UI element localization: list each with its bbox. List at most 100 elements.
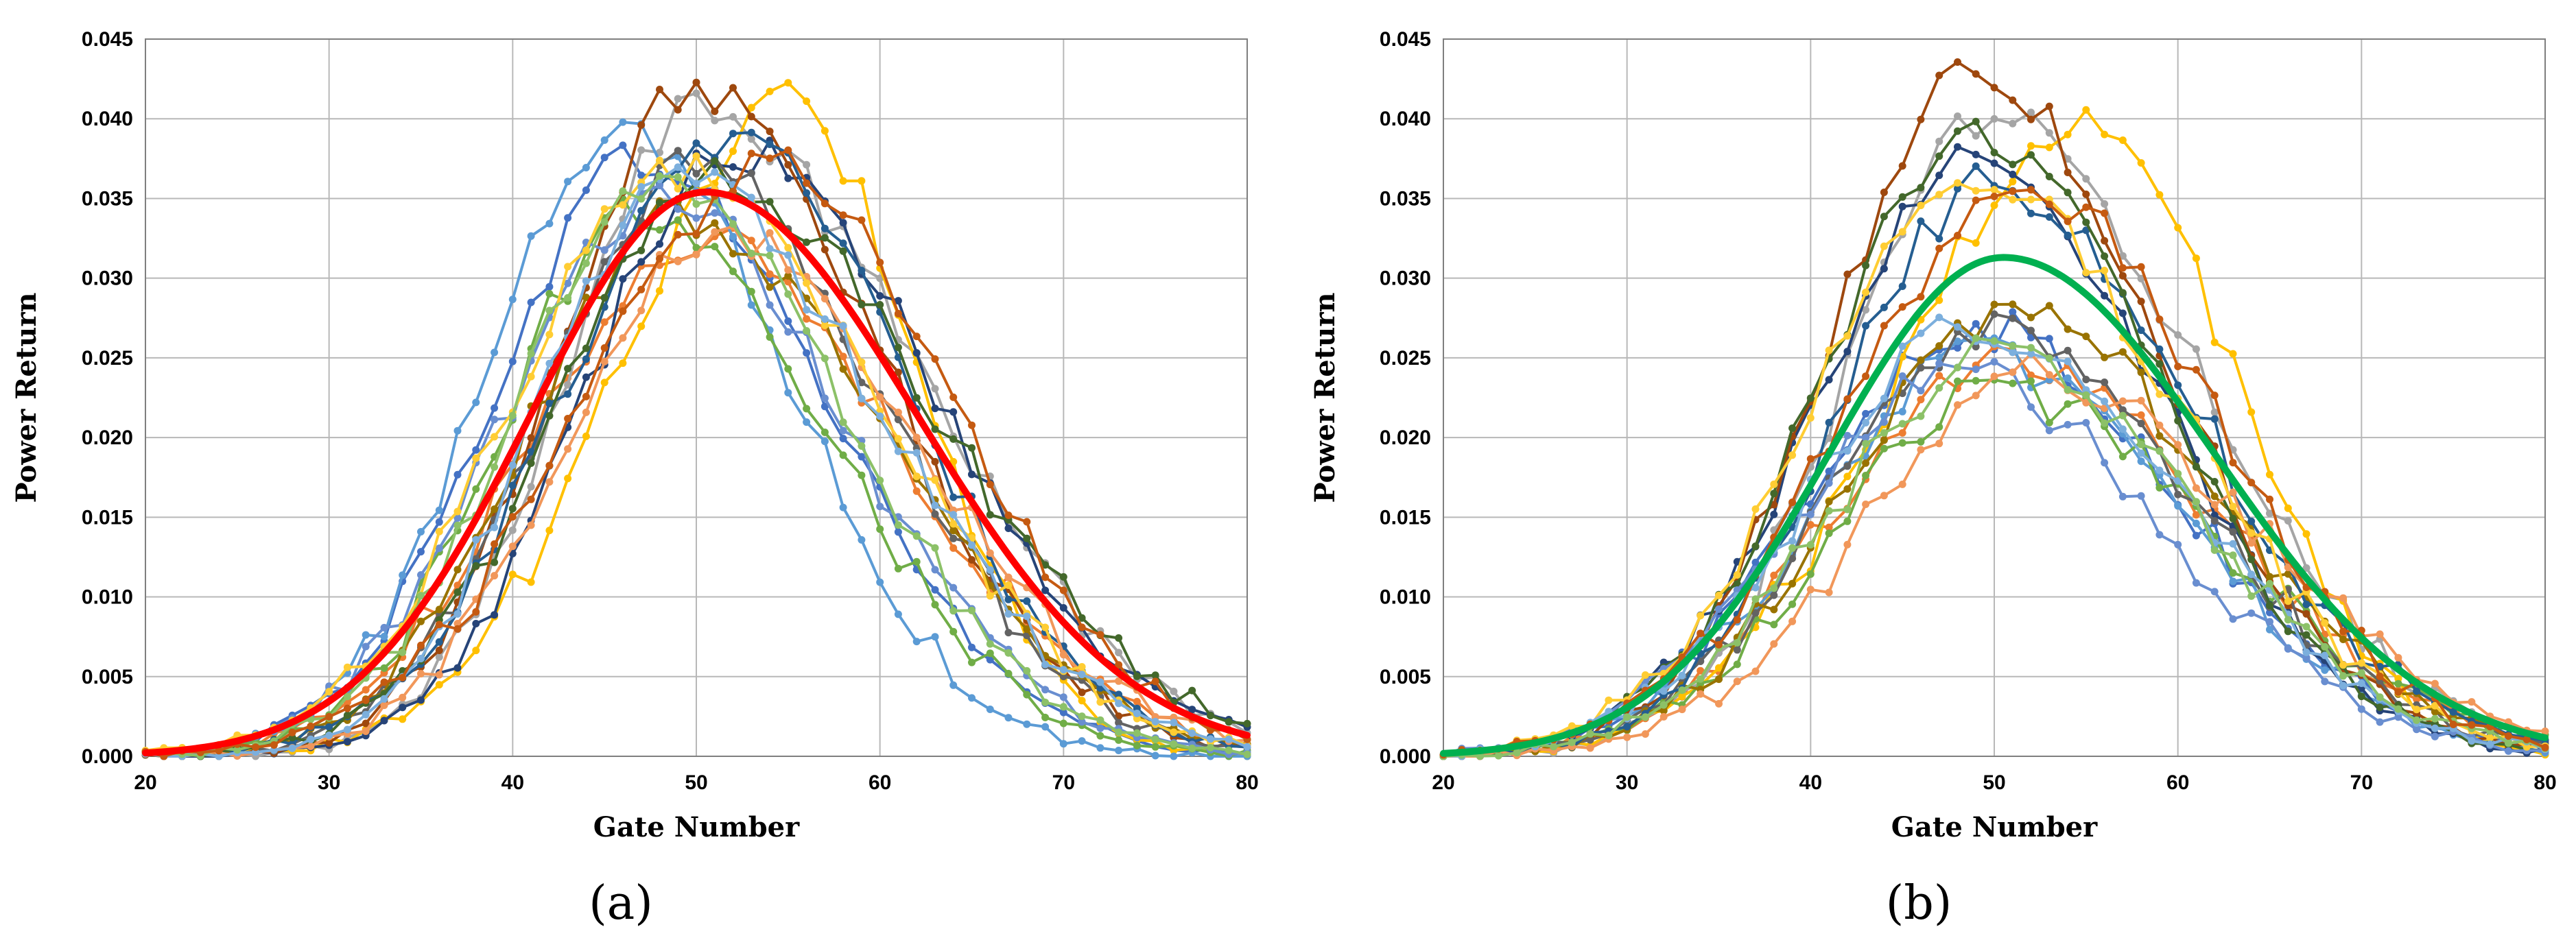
data-point [619,275,627,283]
data-point [2486,734,2494,742]
data-point [692,139,700,147]
data-point [435,518,443,526]
data-point [2174,490,2182,498]
data-point [2155,360,2164,368]
data-point [380,678,388,686]
data-point [2468,698,2476,706]
data-point [2431,701,2439,710]
data-point [839,426,847,435]
data-point [545,282,554,291]
data-point [820,245,829,254]
data-point [858,442,866,450]
y-tick-label: 0.005 [1380,666,1431,688]
data-point [2229,488,2237,496]
data-point [508,513,517,521]
data-point [1935,152,1943,160]
data-point [1843,332,1852,340]
data-point [1898,480,1906,488]
data-point [2357,659,2365,667]
data-point [784,174,792,182]
data-point [362,719,370,727]
data-point [1586,736,1594,744]
data-point [858,358,866,366]
data-point [564,293,572,302]
data-point [1972,343,1980,351]
data-point [2174,363,2182,370]
data-point [215,747,223,755]
data-point [2229,551,2237,560]
data-point [692,152,700,160]
data-point [820,224,829,232]
data-point [1972,239,1980,247]
data-point [803,418,811,426]
data-point [1041,561,1050,569]
data-point [2266,601,2273,610]
data-point [1954,58,1961,66]
data-point [1023,690,1031,699]
data-point [2284,597,2292,605]
data-point [472,608,480,616]
data-point [968,556,976,564]
y-tick-label: 0.040 [1380,108,1431,130]
data-point [2431,680,2439,688]
data-point [1825,523,1833,531]
data-point [1170,740,1178,748]
data-point [2174,470,2182,478]
data-point [839,503,847,512]
data-point [233,746,241,754]
data-point [2376,672,2384,680]
data-point [729,130,737,138]
data-point [2174,417,2182,425]
data-point [1243,719,1251,727]
data-point [2339,594,2348,602]
y-tick-label: 0.010 [82,586,133,609]
data-point [2027,186,2035,194]
data-point [1972,150,1980,158]
data-point [2229,577,2237,586]
data-point [2045,143,2053,152]
data-point [894,416,902,424]
data-point [1568,722,1576,730]
data-point [1825,479,1833,488]
data-point [949,534,958,542]
data-point [1898,303,1906,311]
data-point [2431,708,2439,716]
data-point [2192,365,2200,374]
data-point [729,250,737,258]
x-axis-label: Gate Number [1891,811,2098,843]
data-point [2118,309,2127,317]
y-tick-label: 0.000 [82,745,133,768]
data-point [2064,386,2072,394]
data-point [766,252,774,260]
data-point [417,655,425,662]
data-point [1935,191,1943,199]
data-point [2505,739,2512,747]
data-point [1623,713,1631,721]
data-point [1751,542,1760,551]
data-point [2137,440,2145,448]
data-point [1990,310,1998,318]
data-point [747,250,755,257]
data-point [2210,588,2219,596]
data-point [1935,384,1943,392]
data-point [508,505,517,513]
data-point [2137,298,2145,306]
data-point [1513,749,1521,757]
data-point [1880,429,1888,437]
data-point [2082,218,2090,226]
data-point [1096,716,1104,724]
data-point [876,292,884,300]
data-point [1880,322,1888,330]
data-point [656,226,663,234]
data-point [1115,728,1123,736]
data-point [2009,348,2017,357]
data-point [1678,706,1686,714]
data-point [931,633,939,641]
data-point [1207,735,1214,743]
data-point [343,711,351,719]
data-point [2137,274,2145,282]
data-point [1133,710,1141,717]
data-point [1115,747,1123,754]
x-tick-label: 60 [2166,771,2189,794]
data-point [2009,187,2017,195]
